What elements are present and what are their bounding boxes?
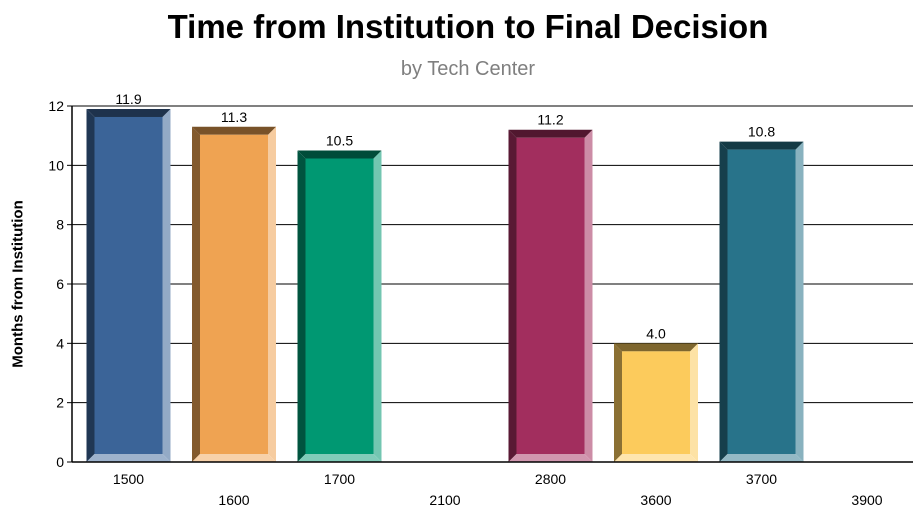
x-tick-label: 1600 [218,492,249,506]
bar-1600-right-bevel [268,126,276,463]
x-tick-label: 2800 [535,471,566,487]
bar-value-label: 10.8 [748,124,775,140]
bar-2800-top-bevel [508,129,593,138]
y-tick-label: 8 [56,217,64,233]
bar-1700-right-bevel [373,150,382,462]
bar-3700-top-bevel [719,141,804,150]
bar-3700-left-bevel [719,141,728,462]
x-tick-label: 2100 [429,492,460,506]
bar-3700-bottom-bevel [719,454,804,462]
bar-3600-face [622,351,690,454]
x-tick-label: 1700 [324,471,355,487]
bar-3700 [719,141,804,462]
bar-3600-bottom-bevel [614,454,698,462]
bar-2800-right-bevel [584,129,593,462]
bar-1500 [86,108,171,462]
bar-value-label: 11.3 [221,109,247,125]
y-tick-label: 4 [56,335,64,351]
bar-1600-top-bevel [192,126,276,135]
bar-1700-left-bevel [297,150,306,462]
bar-2800-bottom-bevel [508,454,593,462]
bar-3600-right-bevel [690,343,698,462]
bar-1600-bottom-bevel [192,454,276,462]
bar-2800-left-bevel [508,129,517,462]
bar-1500-face [94,116,163,454]
y-tick-label: 6 [56,276,64,292]
chart-subtitle: by Tech Center [400,58,536,80]
bar-2800-face [516,137,585,454]
bar-1700-bottom-bevel [297,454,382,462]
bar-1500-bottom-bevel [86,454,171,462]
bar-1500-right-bevel [162,108,171,462]
x-tick-label: 3900 [851,492,882,506]
bar-3700-face [727,149,796,454]
chart-title: Time from Institution to Final Decision [167,8,769,45]
x-tick-label: 3700 [746,471,777,487]
bar-1700 [297,150,382,462]
bar-value-label: 11.9 [115,91,141,107]
bar-3600-top-bevel [614,343,698,352]
bar-3700-right-bevel [795,141,804,462]
bar-1700-top-bevel [297,150,382,159]
y-tick-label: 10 [48,157,64,173]
bar-3600 [614,343,698,462]
bar-1600 [192,126,276,463]
y-tick-label: 0 [56,454,64,470]
y-tick-label: 2 [56,395,64,411]
bar-1500-top-bevel [86,108,171,117]
bar-3600-left-bevel [614,343,622,462]
bar-value-label: 10.5 [326,133,353,149]
bar-1600-left-bevel [192,126,200,463]
bar-value-label: 4.0 [646,325,666,341]
x-tick-label: 3600 [640,492,671,506]
bar-2800 [508,129,593,462]
bar-value-label: 11.2 [537,112,563,128]
bar-1500-left-bevel [86,108,95,462]
y-tick-label: 12 [48,98,64,114]
bar-1600-face [200,134,268,454]
x-tick-label: 1500 [113,471,144,487]
bar-1700-face [305,158,374,454]
